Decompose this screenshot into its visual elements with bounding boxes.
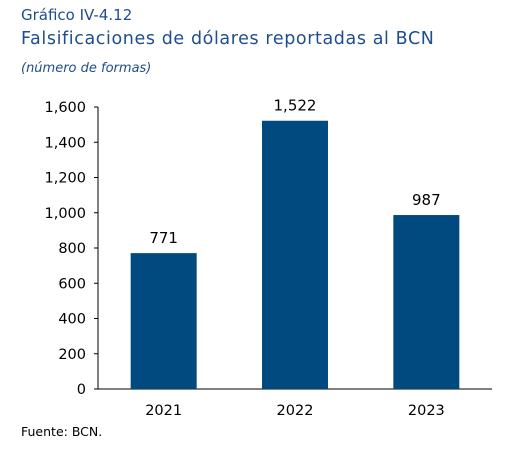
y-tick-label: 400 [58, 312, 86, 328]
x-axis: 2021 2022 2023 [98, 388, 492, 419]
bar-2021 [130, 253, 197, 389]
data-labels: 771 1,522 987 [149, 97, 440, 247]
chart-title: Falsificaciones de dólares reportadas al… [21, 29, 435, 49]
chart-subtitle: (número de formas) [21, 61, 152, 76]
y-tick-label: 800 [58, 241, 86, 257]
y-tick-label: 200 [58, 347, 86, 363]
bar-2022 [262, 120, 328, 389]
x-tick-label: 2021 [145, 403, 182, 419]
figure-number: Gráfico IV-4.12 [21, 6, 133, 24]
y-tick-label: 1,400 [44, 135, 86, 151]
y-axis: 0 200 400 600 800 1,000 1,200 1,400 1,600 [44, 100, 99, 398]
data-label-2022: 1,522 [274, 97, 317, 115]
x-tick-label: 2022 [277, 403, 314, 419]
y-tick-label: 1,200 [44, 171, 86, 187]
y-tick-label: 1,000 [44, 206, 86, 222]
data-label-2023: 987 [412, 191, 441, 209]
data-label-2021: 771 [149, 229, 178, 247]
bar-series [130, 120, 460, 389]
y-tick-label: 0 [77, 382, 86, 398]
y-tick-label: 1,600 [44, 100, 86, 116]
y-tick-label: 600 [58, 276, 86, 292]
bar-2023 [393, 215, 460, 389]
chart-source: Fuente: BCN. [21, 424, 103, 439]
x-tick-label: 2023 [408, 403, 445, 419]
